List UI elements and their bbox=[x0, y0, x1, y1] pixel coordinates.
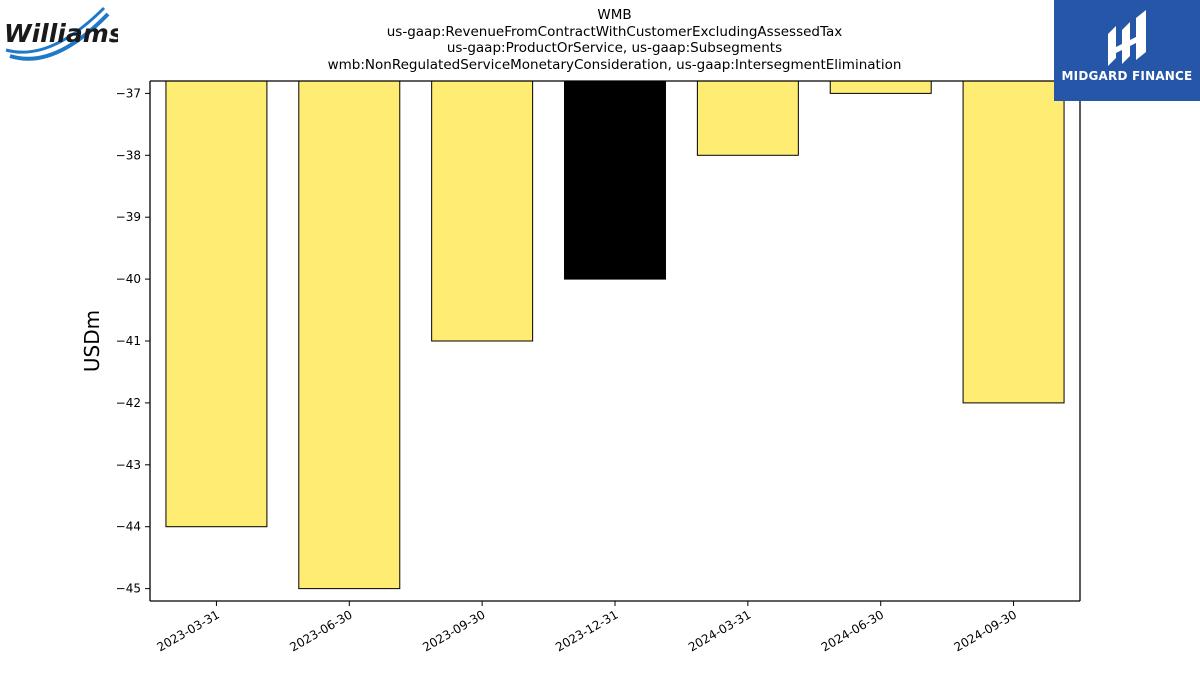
svg-text:®: ® bbox=[110, 38, 116, 45]
y-tick-label: −43 bbox=[116, 458, 141, 472]
y-tick-label: −39 bbox=[116, 210, 141, 224]
bar-2023-03-31 bbox=[165, 80, 268, 528]
y-tick-label: −38 bbox=[116, 148, 141, 162]
y-tick-label: −41 bbox=[116, 334, 141, 348]
bar-2023-12-31 bbox=[564, 80, 666, 280]
title-line-2: us-gaap:RevenueFromContractWithCustomerE… bbox=[386, 24, 843, 40]
title-line-1: WMB bbox=[597, 7, 632, 23]
x-tick-label: 2023-09-30 bbox=[420, 607, 487, 654]
bar-2024-03-31 bbox=[696, 80, 799, 156]
x-tick-label: 2023-06-30 bbox=[287, 607, 354, 654]
x-tick-label: 2023-12-31 bbox=[553, 607, 620, 654]
midgard-finance-logo: MIDGARD FINANCE bbox=[1054, 0, 1200, 101]
williams-logo: Williams ® bbox=[4, 4, 124, 66]
y-axis-label: USDm bbox=[80, 310, 104, 372]
y-tick-label: −45 bbox=[116, 582, 141, 596]
bar-2023-09-30 bbox=[431, 80, 534, 342]
y-tick-label: −37 bbox=[116, 86, 141, 100]
y-tick-label: −44 bbox=[116, 520, 141, 534]
x-tick-label: 2024-03-31 bbox=[686, 607, 753, 654]
title-line-3: us-gaap:ProductOrService, us-gaap:Subseg… bbox=[446, 40, 783, 56]
bar-2024-06-30 bbox=[829, 80, 932, 94]
title-line-4: wmb:NonRegulatedServiceMonetaryConsidera… bbox=[327, 57, 902, 73]
bar-2023-06-30 bbox=[298, 80, 401, 590]
x-tick-label: 2024-09-30 bbox=[952, 607, 1019, 654]
williams-logo-text: Williams bbox=[4, 19, 118, 48]
y-tick-label: −42 bbox=[116, 396, 141, 410]
bar-2024-09-30 bbox=[962, 80, 1065, 404]
x-tick-label: 2024-06-30 bbox=[819, 607, 886, 654]
midgard-finance-text: MIDGARD FINANCE bbox=[1061, 69, 1193, 83]
y-tick-label: −40 bbox=[116, 272, 141, 286]
x-tick-label: 2023-03-31 bbox=[155, 607, 222, 654]
